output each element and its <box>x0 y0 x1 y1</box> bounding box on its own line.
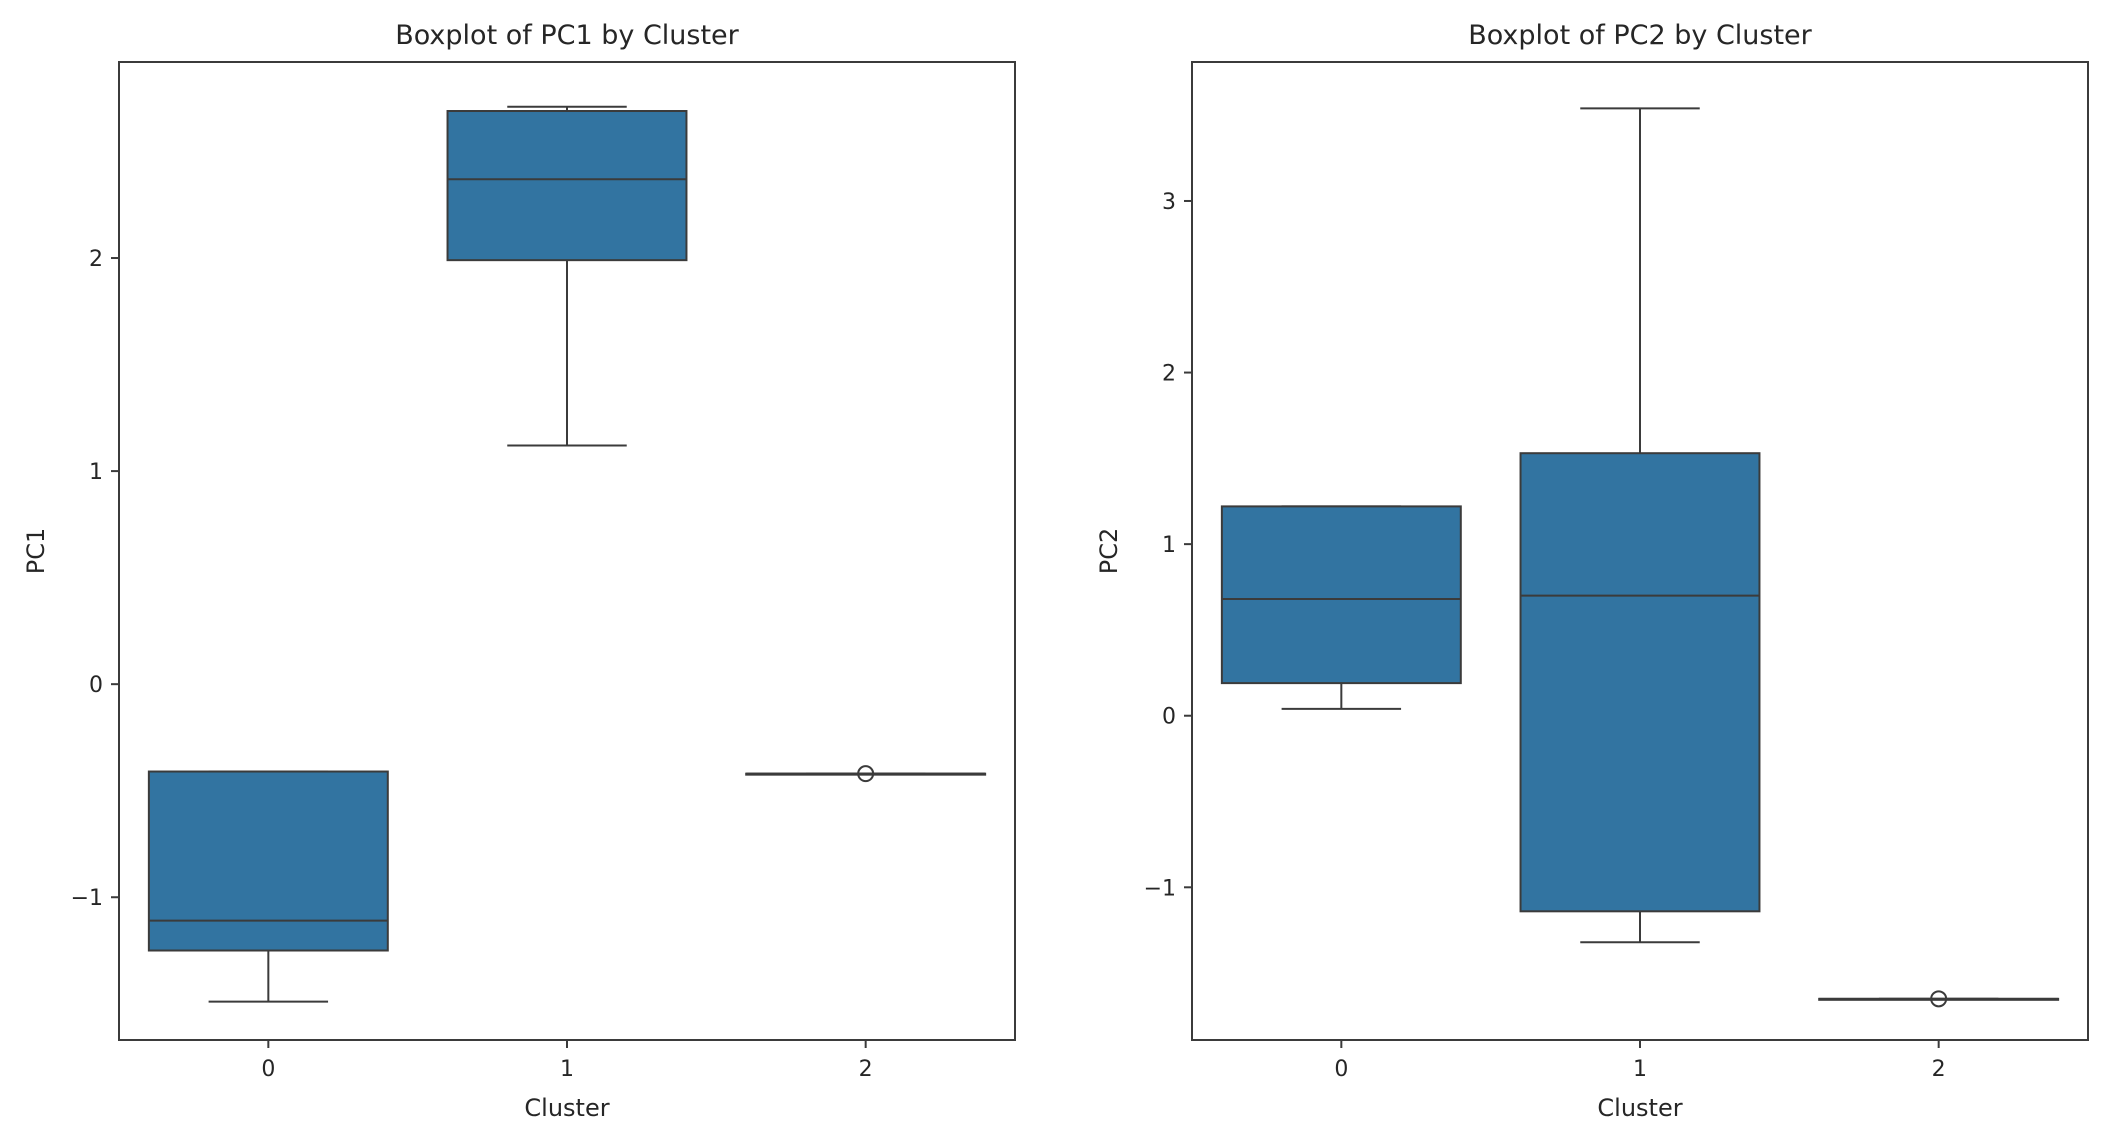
outlier-point <box>1930 990 1948 1008</box>
box-iqr <box>1220 505 1462 685</box>
box-cluster-2 <box>745 765 987 783</box>
chart-1: Boxplot of PC1 by Cluster −1 0 1 2 0 1 2 Cluster… <box>22 20 1016 1122</box>
x-axis-label: Cluster <box>1597 1094 1682 1122</box>
x-tick-label: 2 <box>1932 1057 1946 1082</box>
y-tick-label: 2 <box>1162 362 1176 387</box>
box-iqr <box>147 770 389 952</box>
y-tick-label: 3 <box>1162 190 1176 215</box>
box-iqr <box>446 110 688 262</box>
y-axis-label: PC1 <box>22 528 50 575</box>
box-cluster-0 <box>1220 505 1462 710</box>
y-tick-label: −1 <box>71 886 103 911</box>
box-cluster-1 <box>1519 107 1761 944</box>
y-tick-label: 0 <box>1162 705 1176 730</box>
y-tick-label: 2 <box>89 247 103 272</box>
x-tick-label: 0 <box>261 1057 275 1082</box>
box-iqr <box>1519 452 1761 913</box>
x-tick-label: 1 <box>560 1057 574 1082</box>
box-cluster-0 <box>147 770 389 1003</box>
x-tick-label: 1 <box>1633 1057 1647 1082</box>
y-axis-label: PC2 <box>1095 528 1123 575</box>
y-tick-label: 0 <box>89 673 103 698</box>
chart-title: Boxplot of PC2 by Cluster <box>1468 20 1812 51</box>
x-tick-label: 0 <box>1334 1057 1348 1082</box>
box-cluster-2 <box>1818 990 2060 1008</box>
y-tick-label: −1 <box>1144 876 1176 901</box>
y-tick-label: 1 <box>89 460 103 485</box>
outlier-point <box>857 765 875 783</box>
x-axis-label: Cluster <box>524 1094 609 1122</box>
chart-2: Boxplot of PC2 by Cluster −1 0 1 2 3 0 1 2 Cluste… <box>1095 20 2089 1122</box>
x-tick-label: 2 <box>859 1057 873 1082</box>
y-tick-label: 1 <box>1162 533 1176 558</box>
box-cluster-1 <box>446 105 688 447</box>
chart-title: Boxplot of PC1 by Cluster <box>395 20 739 51</box>
